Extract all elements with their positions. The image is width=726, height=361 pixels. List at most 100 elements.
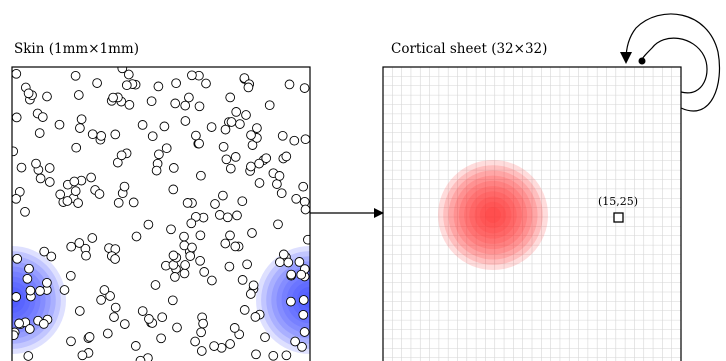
- skin-receptor: [37, 112, 48, 122]
- skin-receptor: [289, 135, 300, 146]
- skin-receptor: [291, 193, 302, 204]
- skin-receptor: [167, 295, 178, 306]
- blob-ring: [464, 186, 522, 244]
- skin-receptor: [194, 101, 205, 112]
- skin-receptor: [171, 78, 181, 89]
- skin-receptor: [12, 292, 22, 302]
- skin-receptor: [110, 302, 121, 313]
- skin-receptor: [274, 171, 285, 181]
- skin-receptor: [23, 351, 34, 361]
- skin-receptor: [74, 306, 85, 316]
- skin-receptor: [44, 163, 55, 173]
- skin-receptor: [254, 158, 264, 169]
- skin-receptor: [298, 181, 309, 192]
- skin-receptor: [297, 341, 307, 352]
- skin-receptor: [206, 122, 217, 132]
- skin-receptor: [209, 341, 219, 351]
- skin-receptor: [153, 81, 164, 92]
- skin-receptor: [242, 259, 252, 270]
- skin-receptor: [54, 119, 65, 130]
- skin-receptor: [12, 146, 19, 157]
- cortex-panel: (15,25): [382, 66, 682, 361]
- skin-receptor: [273, 219, 283, 230]
- cortex-grid: [383, 67, 681, 361]
- skin-receptor: [12, 112, 22, 123]
- skin-receptor: [108, 92, 118, 103]
- skin-receptor: [254, 178, 265, 188]
- skin-receptor: [230, 241, 241, 252]
- skin-receptor: [268, 350, 279, 361]
- skin-receptor: [128, 197, 139, 208]
- skin-receptor: [23, 88, 34, 99]
- skin-receptor: [20, 206, 30, 217]
- skin-receptor: [235, 119, 245, 129]
- cortex-unit-marker: [613, 212, 624, 223]
- skin-receptor: [194, 138, 204, 149]
- skin-receptor: [135, 355, 146, 361]
- skin-receptor: [222, 212, 233, 223]
- skin-receptor: [246, 161, 256, 172]
- blob-ring: [448, 170, 538, 260]
- skin-receptor: [92, 78, 102, 88]
- skin-receptor: [24, 324, 35, 334]
- skin-receptor: [87, 233, 98, 243]
- skin-receptor: [59, 285, 70, 295]
- inner-loop-arc: [641, 37, 708, 94]
- skin-panel: [11, 66, 311, 361]
- skin-receptor: [42, 91, 52, 102]
- skin-receptor: [276, 188, 287, 199]
- skin-receptor: [70, 70, 81, 81]
- skin-receptor: [284, 79, 295, 90]
- skin-receptor: [170, 272, 180, 282]
- skin-receptor: [218, 141, 229, 152]
- skin-receptor: [191, 130, 201, 141]
- skin-receptor: [248, 280, 259, 291]
- skin-receptor: [179, 268, 190, 279]
- skin-receptor: [210, 199, 220, 209]
- cortex-activation-blob: [438, 160, 548, 270]
- skin-receptor: [124, 99, 135, 110]
- skin-receptor: [195, 255, 205, 266]
- skin-receptor: [12, 193, 21, 204]
- blob-ring: [12, 271, 41, 329]
- skin-receptor: [161, 143, 172, 154]
- skin-receptor: [243, 82, 254, 93]
- skin-receptor: [252, 123, 262, 133]
- skin-receptor: [239, 305, 250, 315]
- skin-panel-title: Skin (1mm×1mm): [14, 41, 139, 57]
- blob-ring: [256, 246, 310, 354]
- skin-receptor: [184, 92, 194, 103]
- skin-receptor: [191, 211, 201, 222]
- skin-receptor: [65, 270, 76, 281]
- skin-receptor: [290, 336, 300, 347]
- skin-receptor: [144, 314, 154, 324]
- skin-receptor: [121, 80, 132, 91]
- outer-loop-arc: [625, 13, 721, 112]
- skin-receptor: [170, 98, 181, 109]
- skin-receptors: [12, 67, 310, 361]
- skin-receptor: [22, 273, 33, 284]
- skin-receptor: [241, 110, 251, 120]
- skin-receptor: [225, 92, 236, 103]
- skin-receptor: [180, 100, 191, 111]
- blob-ring: [469, 191, 517, 239]
- skin-receptor: [225, 163, 236, 174]
- skin-receptor: [225, 339, 235, 349]
- skin-receptor: [12, 330, 19, 341]
- skin-receptor: [31, 158, 41, 169]
- skin-receptor: [66, 241, 77, 252]
- loop-dot-end: [638, 57, 646, 65]
- blob-ring: [458, 180, 528, 250]
- skin-receptor: [143, 219, 154, 230]
- skin-receptor: [224, 261, 235, 272]
- skin-receptor: [116, 150, 127, 161]
- skin-receptor: [35, 286, 45, 296]
- skin-receptor: [182, 198, 193, 208]
- skin-receptor: [71, 142, 82, 153]
- skin-receptor: [62, 196, 73, 206]
- stimulus-blob-right: [256, 246, 310, 354]
- skin-receptor: [225, 230, 235, 241]
- skin-receptor: [247, 140, 258, 150]
- skin-receptor: [77, 350, 88, 361]
- skin-receptor: [168, 250, 179, 261]
